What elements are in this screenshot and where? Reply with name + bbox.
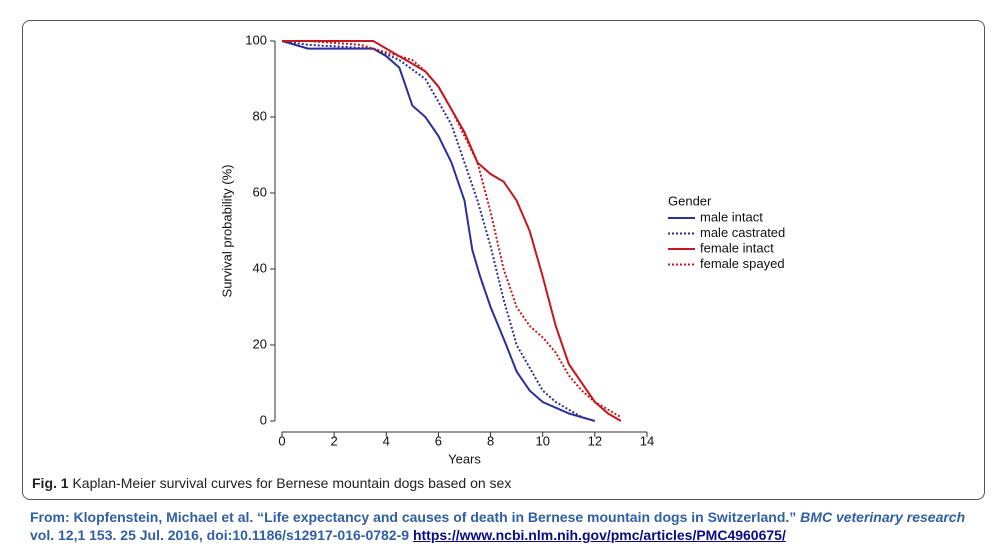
citation-text: vol. 12,1 153. 25 Jul. 2016, doi:10.1186… xyxy=(30,527,410,543)
survival-curve xyxy=(281,40,583,419)
figure-frame xyxy=(22,20,985,500)
y-tick-label: 60 xyxy=(253,184,267,199)
x-tick-label: 12 xyxy=(588,433,602,448)
survival-curve xyxy=(282,40,622,419)
y-tick-label: 0 xyxy=(260,412,267,427)
x-tick-label: 8 xyxy=(487,433,494,448)
y-tick-label: 100 xyxy=(245,32,267,47)
citation-text: From: Klopfenstein, Michael et al. “Life… xyxy=(30,509,797,525)
citation-journal: BMC veterinary research xyxy=(800,509,966,525)
legend-label: male castrated xyxy=(700,225,785,240)
y-tick-label: 80 xyxy=(253,108,267,123)
citation: From: Klopfenstein, Michael et al. “Life… xyxy=(30,508,980,544)
caption: Fig. 1 Kaplan-Meier survival curves for … xyxy=(32,475,511,491)
x-tick-label: 6 xyxy=(435,433,442,448)
legend-label: female spayed xyxy=(700,256,785,271)
legend-label: male intact xyxy=(700,209,763,224)
caption-label: Fig. 1 xyxy=(32,475,69,491)
x-tick-label: 0 xyxy=(278,433,285,448)
y-tick-label: 40 xyxy=(253,260,267,275)
x-axis-label: Years xyxy=(448,451,481,466)
x-tick-label: 10 xyxy=(535,433,549,448)
survival-curve xyxy=(281,40,596,422)
legend-title: Gender xyxy=(668,193,712,208)
legend-label: female intact xyxy=(700,240,774,255)
survival-curve xyxy=(282,40,622,422)
x-tick-label: 14 xyxy=(640,433,654,448)
citation-link[interactable]: https://www.ncbi.nlm.nih.gov/pmc/article… xyxy=(412,527,786,543)
y-axis-label: Survival probability (%) xyxy=(219,165,234,298)
chart: 0 20 40 60 80 100 0 2 4 6 8 10 12 14 Years Survival pro… xyxy=(219,32,785,466)
caption-text: Kaplan-Meier survival curves for Bernese… xyxy=(72,475,512,491)
y-tick-label: 20 xyxy=(253,336,267,351)
x-tick-label: 4 xyxy=(383,433,390,448)
x-tick-label: 2 xyxy=(331,433,338,448)
